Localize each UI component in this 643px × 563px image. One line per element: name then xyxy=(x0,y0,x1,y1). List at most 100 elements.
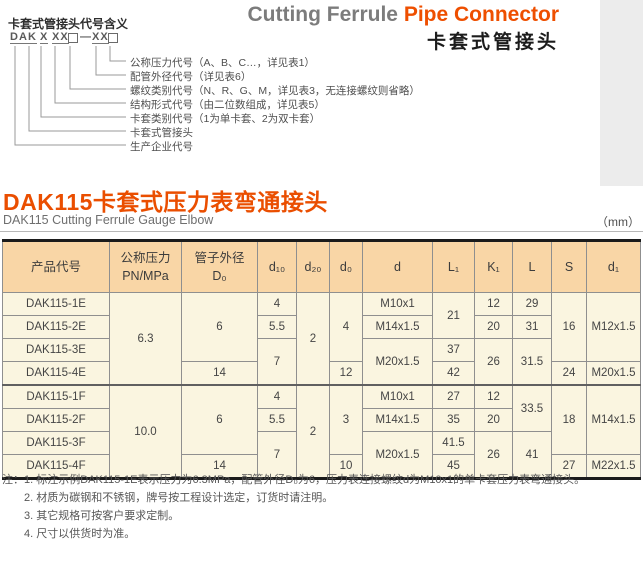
notes: 注： 1. 标注示例DAK115-1E表示压力为6.3MPa，配管外径D₀为6，… xyxy=(2,471,642,543)
product-code-cell: DAK115-1F xyxy=(2,384,110,409)
column-header: S xyxy=(551,240,587,293)
table-cell: M20x1.5 xyxy=(586,361,641,386)
table-cell: 27 xyxy=(551,454,587,479)
table-cell: 3 xyxy=(329,384,363,455)
legend-label: 卡套式管接头 xyxy=(130,127,193,139)
section-subtitle-row: DAK115 Cutting Ferrule Gauge Elbow （mm） xyxy=(3,213,640,230)
table-cell: 41.5 xyxy=(432,431,475,455)
code-part: — xyxy=(80,31,92,43)
code-legend-title: 卡套式管接头代号含义 xyxy=(8,17,129,31)
table-cell: 29 xyxy=(512,292,552,316)
column-header: L xyxy=(512,240,552,293)
table-cell: 26 xyxy=(474,431,513,479)
unit-label: （mm） xyxy=(596,215,640,229)
column-header: d₀ xyxy=(329,240,363,293)
code-part: XX xyxy=(52,31,69,44)
table-cell: 2 xyxy=(296,384,330,479)
section-title: DAK115卡套式压力表弯通接头 xyxy=(3,189,328,215)
column-header: d₂₀ xyxy=(296,240,330,293)
table-cell: M20x1.5 xyxy=(362,431,433,479)
column-header: d₁₀ xyxy=(257,240,297,293)
notes-list: 1. 标注示例DAK115-1E表示压力为6.3MPa，配管外径D₀为6，压力表… xyxy=(24,471,585,543)
note-item: 2. 材质为碳钢和不锈钢，牌号按工程设计选定，订货时请注明。 xyxy=(24,492,334,504)
code-part: XX xyxy=(92,31,109,44)
product-code-cell: DAK115-2E xyxy=(2,315,110,339)
product-code-cell: DAK115-4E xyxy=(2,361,110,386)
legend-label: 公称压力代号（A、B、C…，详见表1） xyxy=(130,57,315,69)
table-cell: 20 xyxy=(474,315,513,339)
code-box xyxy=(108,33,118,43)
table-cell: M14x1.5 xyxy=(586,384,641,455)
product-code-cell: DAK115-2F xyxy=(2,408,110,432)
code-part: DA xyxy=(10,31,28,44)
table-cell: 14 xyxy=(181,361,258,386)
column-header: 管子外径 D₀ xyxy=(181,240,258,293)
legend-label: 配管外径代号（详见表6） xyxy=(130,71,252,83)
column-header: K₁ xyxy=(474,240,513,293)
table-cell: 12 xyxy=(329,361,363,386)
table-cell: 24 xyxy=(551,361,587,386)
table-cell: 18 xyxy=(551,384,587,455)
section-divider xyxy=(0,231,643,232)
product-code-cell: DAK115-4F xyxy=(2,454,110,479)
table-cell: M10x1 xyxy=(362,292,433,316)
table-cell: 14 xyxy=(181,454,258,479)
table-cell: 5.5 xyxy=(257,408,297,432)
product-code-cell: DAK115-3F xyxy=(2,431,110,455)
table-row: DAK115-3F 7 M20x1.5 41.5 26 41 xyxy=(2,431,641,479)
table-cell: 20 xyxy=(474,408,513,432)
table-cell: 4 xyxy=(257,292,297,316)
legend-label: 结构形式代号（由二位数组成，详见表5） xyxy=(130,99,325,111)
code-string: DA K X XX — XX xyxy=(2,31,132,45)
code-box xyxy=(68,33,78,43)
table-cell: M20x1.5 xyxy=(362,338,433,386)
product-code-cell: DAK115-1E xyxy=(2,292,110,316)
table-row: DAK115-3E 7 M20x1.5 37 26 31.5 xyxy=(2,338,641,386)
table-cell: M14x1.5 xyxy=(362,315,433,339)
table-cell: 7 xyxy=(257,338,297,386)
table-cell: 31.5 xyxy=(512,338,552,386)
table-cell: 7 xyxy=(257,431,297,479)
table-cell: 16 xyxy=(551,292,587,362)
table-cell: 31 xyxy=(512,315,552,339)
table-cell: 41 xyxy=(512,431,552,479)
brand-title-en: Cutting Ferrule Pipe Connector xyxy=(247,3,559,27)
table-cell: 5.5 xyxy=(257,315,297,339)
table-row: DAK115-1F 10.0 6 4 2 3 M10x1 27 12 33.5 18 M14x1.5 xyxy=(2,384,641,479)
table-cell: 21 xyxy=(432,292,475,339)
legend-label: 卡套类别代号（1为单卡套、2为双卡套） xyxy=(130,113,321,125)
notes-prefix: 注： xyxy=(2,474,24,486)
column-header: d xyxy=(362,240,433,293)
product-code-cell: DAK115-3E xyxy=(2,338,110,362)
table-cell: 37 xyxy=(432,338,475,362)
table-row: DAK115-2E 5.5 M14x1.5 20 31 xyxy=(2,315,641,339)
table-cell: 26 xyxy=(474,338,513,386)
table-cell: M12x1.5 xyxy=(586,292,641,362)
page-edge-bar xyxy=(600,0,643,186)
table-cell: 10.0 xyxy=(109,384,182,479)
table-cell: 6 xyxy=(181,384,258,455)
table-cell: M14x1.5 xyxy=(362,408,433,432)
table-row: DAK115-1E 6.3 6 4 2 4 M10x1 21 12 29 16 M12x1.5 xyxy=(2,292,641,386)
section-subtitle-en: DAK115 Cutting Ferrule Gauge Elbow xyxy=(3,213,214,227)
legend-connector-lines xyxy=(14,46,126,146)
table-cell: 33.5 xyxy=(512,384,552,432)
table-cell: 2 xyxy=(296,292,330,386)
brand-title-en-orange: Pipe Connector xyxy=(403,3,559,26)
column-header: L₁ xyxy=(432,240,475,293)
table-cell: 35 xyxy=(432,408,475,432)
table-cell: 42 xyxy=(432,361,475,386)
column-header: d₁ xyxy=(586,240,641,293)
table-cell: 4 xyxy=(257,384,297,409)
code-part: K xyxy=(28,31,37,44)
code-part: X xyxy=(40,31,49,44)
note-item: 3. 其它规格可按客户要求定制。 xyxy=(24,510,180,522)
table-cell: 12 xyxy=(474,384,513,409)
table-row: DAK115-4F 14 10 45 27 M22x1.5 xyxy=(2,454,641,479)
table-cell: 12 xyxy=(474,292,513,316)
column-header: 公称压力 PN/MPa xyxy=(109,240,182,293)
legend-label: 螺纹类别代号（N、R、G、M，详见表3，无连接螺纹则省略） xyxy=(130,85,420,97)
note-item: 1. 标注示例DAK115-1E表示压力为6.3MPa，配管外径D₀为6，压力表… xyxy=(24,474,586,486)
